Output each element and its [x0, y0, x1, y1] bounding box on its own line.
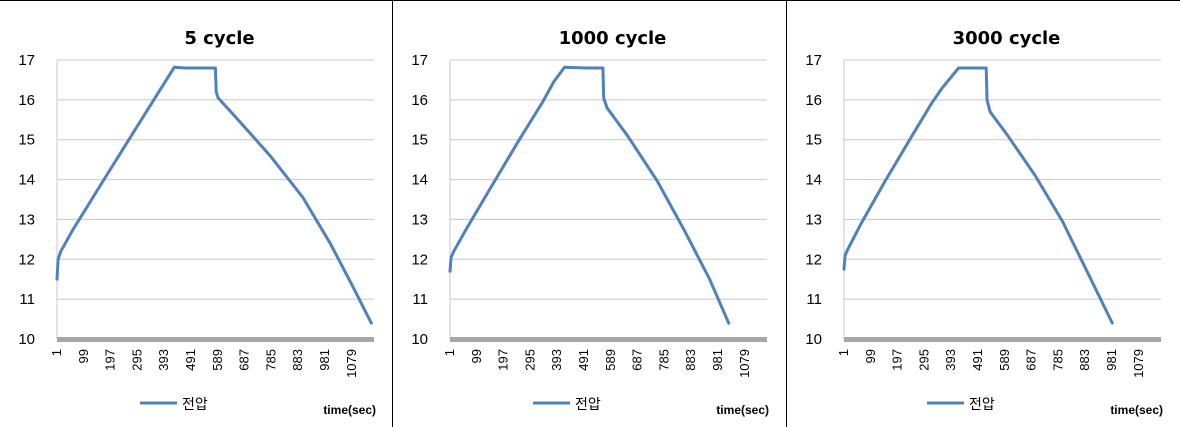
x-tick-label: 99 — [76, 349, 91, 363]
top-border — [0, 0, 1180, 1]
x-tick-label: 1079 — [1131, 349, 1146, 378]
x-tick-label: 589 — [210, 349, 225, 371]
x-axis-label: time(sec) — [1110, 403, 1163, 417]
y-tick-label: 17 — [411, 52, 428, 69]
chart-title: 3000 cycle — [953, 28, 1061, 49]
x-axis — [450, 337, 767, 342]
y-tick-label: 11 — [806, 291, 822, 308]
series-line — [842, 66, 1114, 325]
x-tick-label: 1 — [442, 349, 457, 356]
y-tick-label: 13 — [18, 211, 35, 228]
y-tick-label: 12 — [805, 251, 822, 268]
y-tick-label: 15 — [18, 132, 35, 149]
chart-title: 5 cycle — [184, 28, 254, 49]
x-tick-label: 1079 — [737, 349, 752, 378]
x-tick-label: 883 — [1077, 349, 1092, 371]
y-tick-label: 16 — [18, 92, 35, 109]
chart-panel-5-cycle: 5 cycle 10 11 12 13 14 15 16 17 1 99 197 295 393 491 58… — [0, 0, 392, 427]
x-tick-label: 491 — [970, 349, 985, 371]
x-tick-label: 197 — [496, 349, 511, 371]
x-tick-label: 1 — [49, 349, 64, 356]
chart-svg: 5 cycle 10 11 12 13 14 15 16 17 1 99 197 295 393 491 58… — [18, 28, 376, 417]
y-tick-label: 15 — [805, 132, 822, 149]
legend-label: 전압 — [182, 397, 208, 413]
chart-svg: 1000 cycle 10 11 12 13 14 15 16 17 1 99 197 295 393 49… — [411, 28, 769, 417]
x-tick-label: 491 — [576, 349, 591, 371]
y-tick-label: 12 — [18, 251, 35, 268]
x-tick-label: 785 — [1050, 349, 1065, 371]
y-tick-label: 13 — [805, 211, 822, 228]
x-tick-label: 687 — [1024, 349, 1039, 371]
x-tick-label: 785 — [656, 349, 671, 371]
panel-divider — [786, 0, 787, 427]
x-tick-label: 687 — [630, 349, 645, 371]
x-tick-label: 589 — [997, 349, 1012, 371]
legend-label: 전압 — [575, 397, 601, 413]
x-tick-label: 295 — [916, 349, 931, 371]
y-tick-label: 17 — [805, 52, 822, 69]
x-tick-label: 197 — [103, 349, 118, 371]
x-tick-label: 295 — [129, 349, 144, 371]
x-tick-label: 99 — [863, 349, 878, 363]
x-tick-label: 1 — [836, 349, 851, 356]
y-tick-label: 14 — [805, 172, 822, 189]
x-tick-label: 981 — [1104, 349, 1119, 371]
y-tick-label: 13 — [411, 211, 428, 228]
panel-divider — [392, 0, 393, 427]
chart-panel-3000-cycle: 3000 cycle 10 11 12 13 14 15 16 17 1 99 197 295 393 49… — [787, 0, 1180, 427]
series-line — [448, 65, 731, 325]
chart-svg: 3000 cycle 10 11 12 13 14 15 16 17 1 99 197 295 393 49… — [805, 28, 1163, 417]
y-tick-label: 14 — [411, 172, 428, 189]
y-tick-label: 11 — [412, 291, 428, 308]
y-tick-label: 16 — [411, 92, 428, 109]
x-tick-label: 687 — [237, 349, 252, 371]
x-tick-label: 393 — [549, 349, 564, 371]
legend-label: 전압 — [969, 397, 995, 413]
y-tick-label: 14 — [18, 172, 35, 189]
x-tick-label: 981 — [710, 349, 725, 371]
y-tick-label: 10 — [411, 331, 428, 348]
x-tick-label: 883 — [683, 349, 698, 371]
x-tick-label: 883 — [290, 349, 305, 371]
x-tick-label: 589 — [603, 349, 618, 371]
x-axis — [57, 337, 374, 342]
y-tick-label: 15 — [411, 132, 428, 149]
x-tick-label: 295 — [522, 349, 537, 371]
x-tick-label: 393 — [943, 349, 958, 371]
x-tick-label: 197 — [890, 349, 905, 371]
x-tick-label: 99 — [469, 349, 484, 363]
y-tick-label: 11 — [19, 291, 35, 308]
y-tick-label: 12 — [411, 251, 428, 268]
y-tick-label: 17 — [18, 52, 35, 69]
chart-title: 1000 cycle — [559, 28, 667, 49]
x-tick-label: 785 — [263, 349, 278, 371]
y-tick-label: 10 — [18, 331, 35, 348]
x-axis-label: time(sec) — [716, 403, 769, 417]
x-tick-label: 393 — [156, 349, 171, 371]
y-tick-label: 16 — [805, 92, 822, 109]
y-tick-label: 10 — [805, 331, 822, 348]
x-tick-label: 1079 — [344, 349, 359, 378]
x-tick-label: 491 — [183, 349, 198, 371]
x-tick-label: 981 — [317, 349, 332, 371]
x-axis-label: time(sec) — [323, 403, 376, 417]
series-line — [55, 65, 373, 325]
chart-panel-1000-cycle: 1000 cycle 10 11 12 13 14 15 16 17 1 99 197 295 393 49… — [393, 0, 786, 427]
x-axis — [844, 337, 1161, 342]
